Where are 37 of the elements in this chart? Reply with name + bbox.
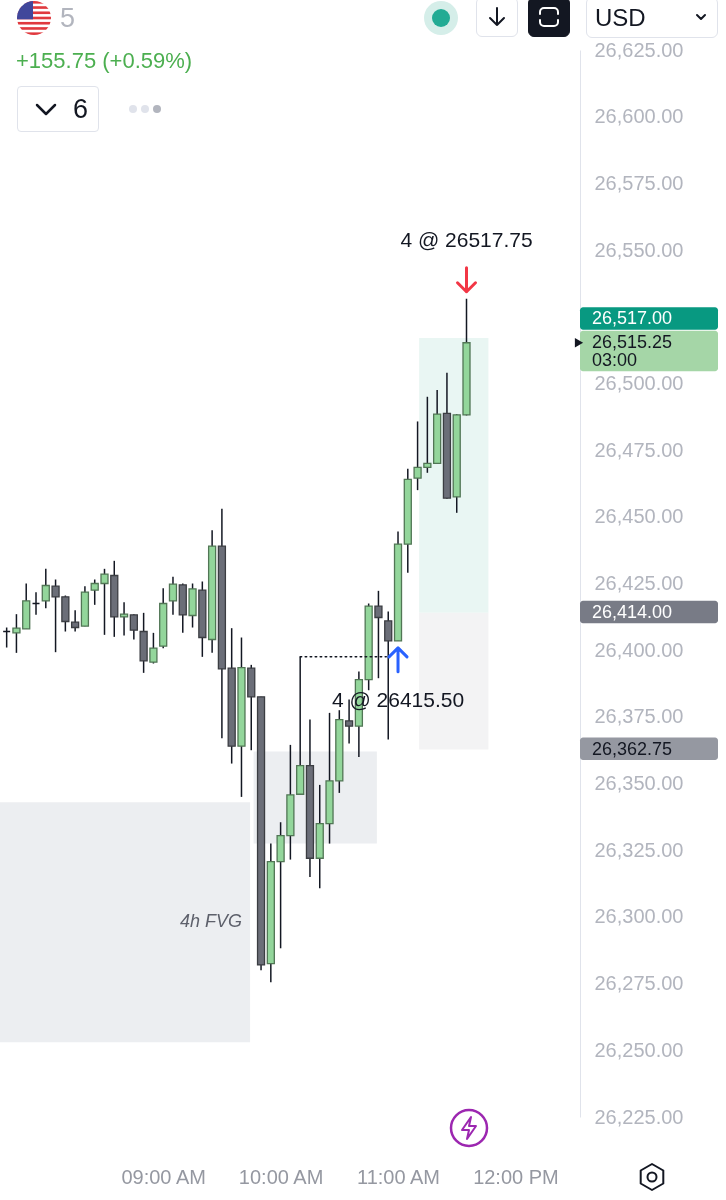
y-tick-label: 26,475.00	[594, 438, 684, 461]
chart-title: 5	[60, 2, 76, 34]
y-tick-label: 26,375.00	[594, 705, 684, 728]
annotation: 6	[73, 94, 89, 124]
y-tick-label: 26,275.00	[594, 972, 684, 995]
y-tick-label: 26,225.00	[594, 1105, 684, 1128]
candlestick	[70, 609, 80, 633]
dropdown: 6	[17, 86, 99, 132]
candlestick	[129, 613, 138, 641]
candlestick	[41, 568, 50, 609]
y-tick-label: 26,600.00	[594, 105, 684, 128]
text: 26,414.00	[592, 601, 673, 622]
x-tick-label: 10:00 AM	[238, 1165, 324, 1188]
y-tick-label: 26,575.00	[594, 171, 684, 194]
y-tick-label: 26,550.00	[594, 238, 684, 261]
x-tick-label: 09:00 AM	[121, 1165, 206, 1188]
y-tick-label: 26,500.00	[594, 371, 684, 394]
text: 26,362.75	[592, 738, 673, 759]
text: 26,515.25	[592, 331, 673, 352]
text: 03:00	[592, 349, 638, 370]
y-tick-label: 26,450.00	[594, 505, 684, 528]
x-tick-label: 11:00 AM	[357, 1165, 441, 1188]
y-tick-label: 26,325.00	[594, 838, 684, 861]
y-tick-label: 26,425.00	[594, 572, 684, 594]
candlestick	[149, 632, 158, 665]
y-tick-label: 26,350.00	[594, 772, 684, 795]
chart-subtitle: +155.75 (+0.59%)	[16, 48, 193, 74]
dropdown: USD	[586, 0, 718, 38]
candlestick	[168, 576, 178, 616]
y-tick-label: 26,300.00	[594, 905, 684, 928]
text: 26,517.00	[592, 308, 673, 329]
annotation: 4h FVG	[180, 911, 243, 932]
annotation: 4 @ 26517.75	[400, 227, 533, 251]
y-tick-label: 26,625.00	[594, 38, 684, 61]
x-tick-label: 12:00 PM	[473, 1165, 559, 1188]
y-tick-label: 26,400.00	[594, 638, 684, 661]
y-tick-label: 26,250.00	[594, 1038, 684, 1061]
